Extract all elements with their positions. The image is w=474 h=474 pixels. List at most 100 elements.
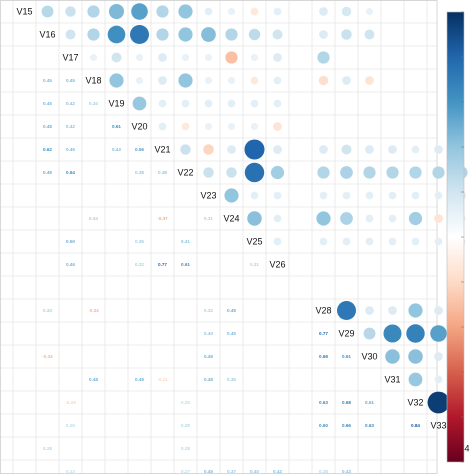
- correlation-circle: [156, 28, 169, 41]
- correlation-circle: [386, 166, 399, 179]
- correlation-circle: [388, 306, 397, 315]
- correlation-circle: [388, 191, 397, 200]
- correlation-circle: [365, 306, 374, 315]
- correlation-circle: [178, 4, 193, 19]
- correlation-circle: [365, 237, 374, 246]
- variable-label: V23: [200, 191, 216, 201]
- coefficient-label: 0.42: [66, 101, 75, 106]
- variable-label: V25: [246, 237, 262, 247]
- coefficient-label: 0.40: [204, 331, 213, 336]
- coefficient-label: 0.64: [66, 170, 75, 175]
- correlation-circle: [427, 391, 450, 414]
- correlation-circle: [135, 76, 144, 85]
- variable-label: V31: [384, 375, 400, 385]
- correlation-circle: [365, 145, 374, 154]
- coefficient-label: -0.34: [42, 354, 53, 359]
- coefficient-label: 0.31: [204, 216, 213, 221]
- correlation-circle: [434, 375, 443, 384]
- correlation-circle: [65, 29, 76, 40]
- coefficient-label: 0.45: [66, 147, 75, 152]
- coefficient-label: 0.41: [181, 239, 190, 244]
- coefficient-label: 0.45: [204, 469, 213, 474]
- correlation-circle: [273, 7, 282, 16]
- coefficient-label: 0.61: [112, 124, 121, 129]
- correlation-circle: [250, 53, 259, 62]
- coefficient-label: 0.28: [43, 446, 52, 451]
- correlation-circle: [408, 349, 423, 364]
- coefficient-label: 0.45: [43, 78, 52, 83]
- coefficient-label: 0.68: [319, 354, 328, 359]
- correlation-circle: [272, 29, 283, 40]
- correlation-circle: [204, 99, 213, 108]
- correlation-circle: [273, 237, 282, 246]
- coefficient-label: 0.33: [43, 308, 52, 313]
- correlation-circle: [129, 24, 150, 45]
- coefficient-label: 0.51: [365, 400, 374, 405]
- variable-label: V24: [223, 214, 239, 224]
- correlation-circle: [135, 53, 144, 62]
- correlation-circle: [408, 211, 423, 226]
- correlation-circle: [224, 188, 239, 203]
- correlation-circle: [365, 191, 374, 200]
- correlation-circle: [388, 237, 397, 246]
- coefficient-label: 0.43: [342, 469, 351, 474]
- coefficient-label: 0.42: [66, 124, 75, 129]
- correlation-circle: [181, 99, 190, 108]
- coefficient-label: 0.43: [112, 147, 121, 152]
- correlation-circle: [131, 3, 148, 20]
- correlation-circle: [408, 303, 423, 318]
- coefficient-label: 0.49: [227, 308, 236, 313]
- coefficient-label: 0.50: [66, 239, 75, 244]
- correlation-circle: [319, 237, 328, 246]
- coefficient-label: 0.68: [342, 400, 351, 405]
- variable-label: V30: [361, 352, 377, 362]
- correlation-circle: [270, 165, 285, 180]
- correlation-circle: [227, 122, 236, 131]
- coefficient-label: 0.34: [89, 101, 98, 106]
- upper-circles: [41, 3, 468, 414]
- correlation-circle: [342, 76, 351, 85]
- coefficient-label: 0.42: [273, 469, 282, 474]
- correlation-circle: [341, 29, 352, 40]
- correlation-circle: [87, 28, 100, 41]
- correlation-circle: [250, 191, 259, 200]
- correlation-circle: [341, 144, 352, 155]
- variable-label: V28: [315, 306, 331, 316]
- coefficient-label: 0.25: [181, 400, 190, 405]
- coefficient-label: 0.63: [365, 423, 374, 428]
- correlation-circle: [363, 166, 376, 179]
- coefficient-label: 0.32: [204, 308, 213, 313]
- correlation-circle: [430, 325, 447, 342]
- correlation-circle: [342, 237, 351, 246]
- correlation-circle: [250, 76, 259, 85]
- correlation-circle: [363, 327, 376, 340]
- correlation-circle: [41, 5, 54, 18]
- correlation-circle: [107, 25, 126, 44]
- coefficient-label: 0.35: [227, 377, 236, 382]
- correlation-circle: [248, 28, 261, 41]
- correlation-circle: [273, 214, 282, 223]
- variable-label: V16: [39, 30, 55, 40]
- correlation-circle: [408, 372, 423, 387]
- variable-label: V26: [269, 260, 285, 270]
- coefficient-label: 0.56: [135, 147, 144, 152]
- correlation-circle: [226, 167, 237, 178]
- coefficient-label: 0.46: [66, 262, 75, 267]
- correlation-circle: [178, 73, 193, 88]
- coefficient-label: -0.23: [65, 400, 76, 405]
- correlation-circle: [250, 122, 259, 131]
- coefficient-label: 0.60: [319, 423, 328, 428]
- correlation-circle: [111, 52, 122, 63]
- variable-label: V29: [338, 329, 354, 339]
- correlation-circle: [388, 145, 397, 154]
- correlation-circle: [317, 166, 330, 179]
- correlation-circle: [89, 53, 98, 62]
- correlation-circle: [158, 76, 167, 85]
- correlation-circle: [244, 162, 265, 183]
- coefficient-label: 0.66: [342, 423, 351, 428]
- coefficient-label: 0.23: [66, 469, 75, 474]
- coefficient-label: 0.61: [181, 262, 190, 267]
- coefficient-label: 0.61: [342, 354, 351, 359]
- correlation-circle: [273, 191, 282, 200]
